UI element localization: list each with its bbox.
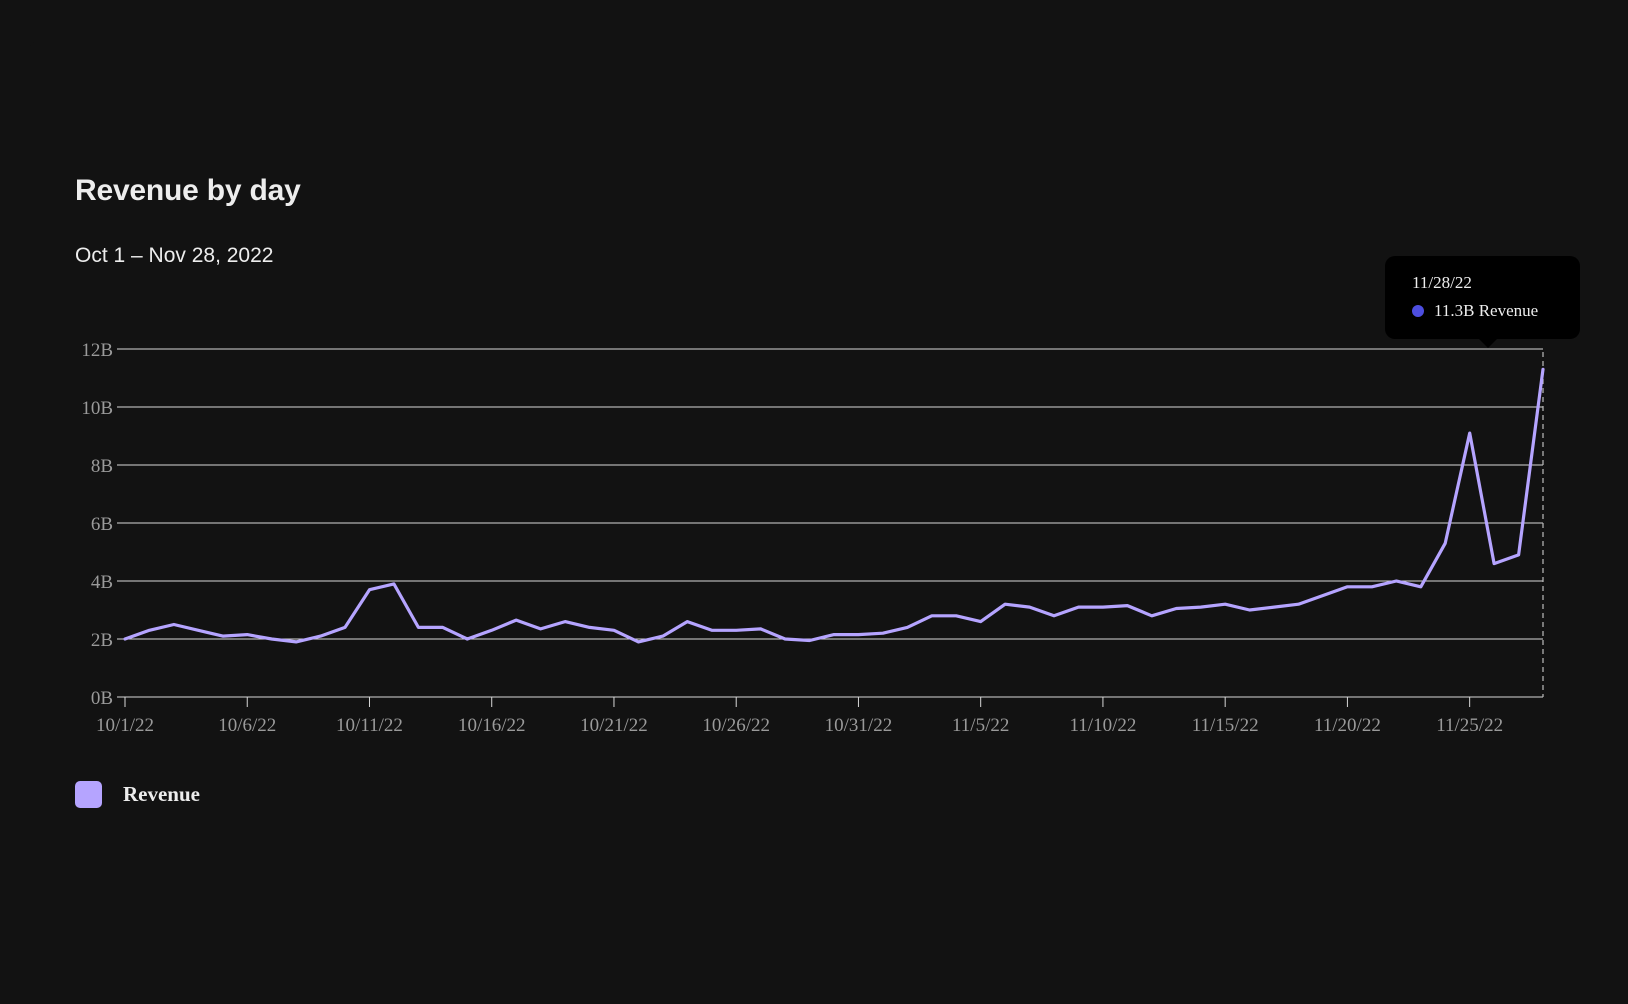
data-point[interactable] [585, 622, 595, 632]
data-point[interactable] [438, 622, 448, 632]
data-point[interactable] [1514, 550, 1524, 560]
y-tick-label-10B: 10B [81, 398, 113, 419]
y-tick-label-4B: 4B [91, 572, 113, 593]
tooltip-date: 11/28/22 [1412, 273, 1472, 292]
data-point[interactable] [1342, 582, 1352, 592]
series-layer[interactable] [120, 364, 1548, 647]
data-point[interactable] [316, 631, 326, 641]
data-point[interactable] [1294, 599, 1304, 609]
data-point[interactable] [193, 625, 203, 635]
tooltip-row: 11.3B Revenue [1412, 301, 1580, 321]
data-point[interactable] [1025, 602, 1035, 612]
data-point[interactable] [682, 617, 692, 627]
legend-label-revenue[interactable]: Revenue [123, 782, 200, 806]
data-point[interactable] [291, 637, 301, 647]
data-point[interactable] [1073, 602, 1083, 612]
data-point[interactable] [1098, 602, 1108, 612]
chart-tooltip: 11/28/22 11.3B Revenue [1385, 256, 1580, 348]
data-point[interactable] [829, 630, 839, 640]
y-tick-label-12B: 12B [81, 340, 113, 361]
data-point[interactable] [1318, 591, 1328, 601]
data-point[interactable] [976, 617, 986, 627]
data-point[interactable] [1049, 611, 1059, 621]
tooltip-series-dot-icon [1412, 305, 1424, 317]
data-point[interactable] [609, 625, 619, 635]
data-point[interactable] [1538, 364, 1548, 374]
data-point[interactable] [169, 620, 179, 630]
data-point[interactable] [1122, 601, 1132, 611]
data-point[interactable] [364, 585, 374, 595]
data-point[interactable] [1391, 576, 1401, 586]
data-point[interactable] [1269, 602, 1279, 612]
data-point[interactable] [1367, 582, 1377, 592]
data-point[interactable] [1440, 538, 1450, 548]
x-tick-label: 11/25/22 [1436, 715, 1503, 736]
x-tick-label: 10/26/22 [702, 715, 770, 736]
data-point[interactable] [902, 622, 912, 632]
data-point[interactable] [511, 615, 521, 625]
data-point[interactable] [1000, 599, 1010, 609]
data-point[interactable] [560, 617, 570, 627]
data-point[interactable] [267, 634, 277, 644]
data-point[interactable] [218, 631, 228, 641]
data-point[interactable] [633, 637, 643, 647]
x-tick-label: 11/20/22 [1314, 715, 1381, 736]
y-axis-labels: 0B 2B 4B 6B 8B 10B 12B [81, 340, 113, 709]
data-point[interactable] [853, 630, 863, 640]
x-tick-label: 10/16/22 [458, 715, 526, 736]
legend-swatch-revenue[interactable] [75, 781, 102, 808]
x-tick-label: 10/1/22 [96, 715, 154, 736]
x-tick-label: 10/31/22 [825, 715, 893, 736]
data-point[interactable] [1220, 599, 1230, 609]
data-point[interactable] [462, 634, 472, 644]
data-point[interactable] [487, 625, 497, 635]
data-point[interactable] [389, 579, 399, 589]
data-point[interactable] [340, 622, 350, 632]
data-point[interactable] [1196, 602, 1206, 612]
chart-card [30, 42, 1628, 982]
chart-title: Revenue by day [75, 174, 301, 207]
tooltip-value: 11.3B Revenue [1434, 301, 1539, 320]
y-tick-label-0B: 0B [91, 688, 113, 709]
data-point[interactable] [805, 635, 815, 645]
data-point[interactable] [780, 634, 790, 644]
x-tick-label: 11/5/22 [952, 715, 1009, 736]
data-point[interactable] [707, 625, 717, 635]
data-point[interactable] [1489, 559, 1499, 569]
grid-lines [117, 348, 1543, 698]
data-point[interactable] [1416, 582, 1426, 592]
x-axis: 10/1/22 10/6/22 10/11/22 10/16/22 10/21/22 10… [96, 697, 1503, 736]
x-tick-label: 10/21/22 [580, 715, 648, 736]
data-point[interactable] [731, 625, 741, 635]
data-point[interactable] [120, 634, 130, 644]
data-point[interactable] [756, 624, 766, 634]
x-tick-label: 11/15/22 [1192, 715, 1259, 736]
chart-legend[interactable]: Revenue [75, 781, 200, 808]
data-point[interactable] [1465, 428, 1475, 438]
data-point[interactable] [242, 630, 252, 640]
data-point[interactable] [1245, 605, 1255, 615]
x-tick-label: 10/6/22 [218, 715, 276, 736]
y-tick-label-6B: 6B [91, 514, 113, 535]
data-point[interactable] [144, 625, 154, 635]
data-point[interactable] [413, 622, 423, 632]
data-point[interactable] [536, 624, 546, 634]
x-tick-label: 10/11/22 [336, 715, 403, 736]
series-line-revenue[interactable] [123, 367, 1545, 644]
data-point[interactable] [951, 611, 961, 621]
x-tick-label: 11/10/22 [1070, 715, 1137, 736]
chart-date-range: Oct 1 – Nov 28, 2022 [75, 244, 274, 267]
data-point[interactable] [658, 631, 668, 641]
y-tick-label-8B: 8B [91, 456, 113, 477]
data-point[interactable] [1147, 611, 1157, 621]
y-tick-label-2B: 2B [91, 630, 113, 651]
data-point[interactable] [878, 628, 888, 638]
data-point[interactable] [927, 611, 937, 621]
data-point[interactable] [1171, 604, 1181, 614]
